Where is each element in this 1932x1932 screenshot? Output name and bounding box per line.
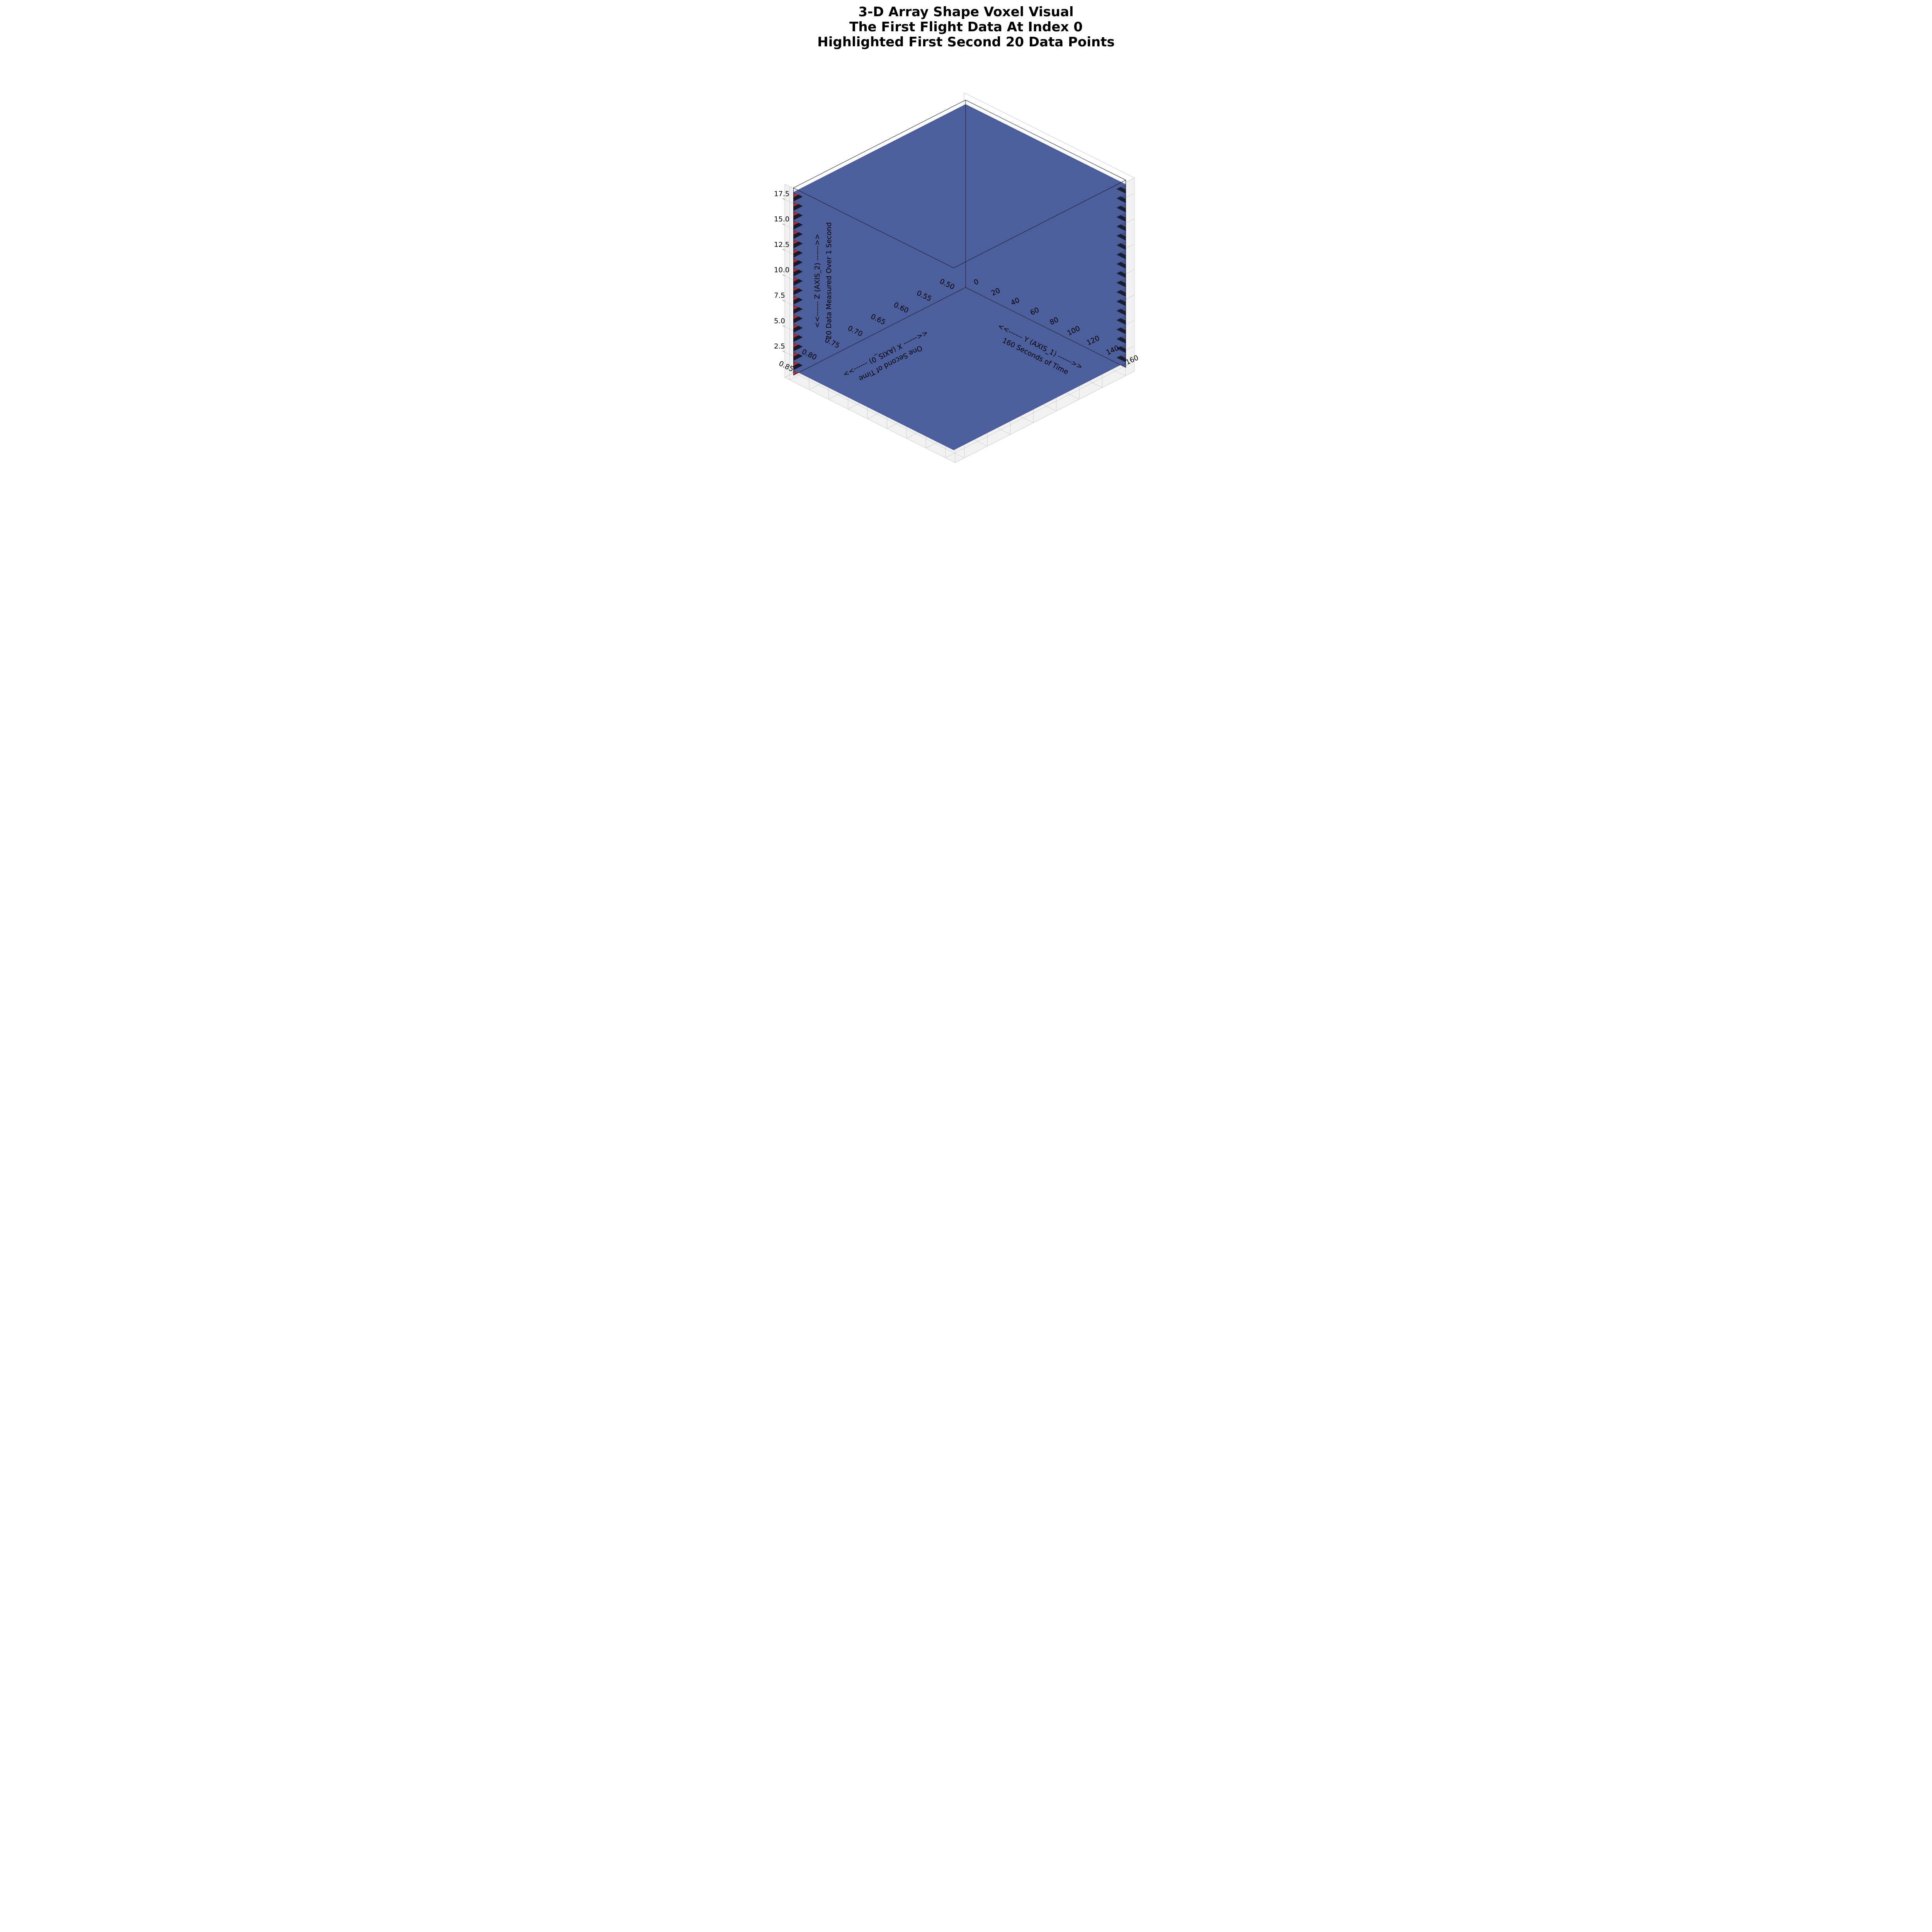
svg-text:12.5: 12.5 <box>774 241 789 249</box>
svg-text:2.5: 2.5 <box>774 342 785 350</box>
svg-text:7.5: 7.5 <box>774 291 785 299</box>
svg-text:15.0: 15.0 <box>774 215 789 223</box>
figure: 3-D Array Shape Voxel Visual The First F… <box>732 0 1200 483</box>
svg-text:5.0: 5.0 <box>774 317 785 325</box>
svg-text:10.0: 10.0 <box>774 266 789 274</box>
z-axis-label: <<------ Z (AXIS_2) ------>> <box>813 234 821 328</box>
chart-title: 3-D Array Shape Voxel Visual The First F… <box>732 5 1200 50</box>
voxel-3d-plot: 0.500.550.600.650.700.750.800.8502040608… <box>748 70 1184 468</box>
svg-text:17.5: 17.5 <box>774 190 789 198</box>
z-axis-sublabel: 20 Data Measured Over 1 Second <box>825 222 833 339</box>
